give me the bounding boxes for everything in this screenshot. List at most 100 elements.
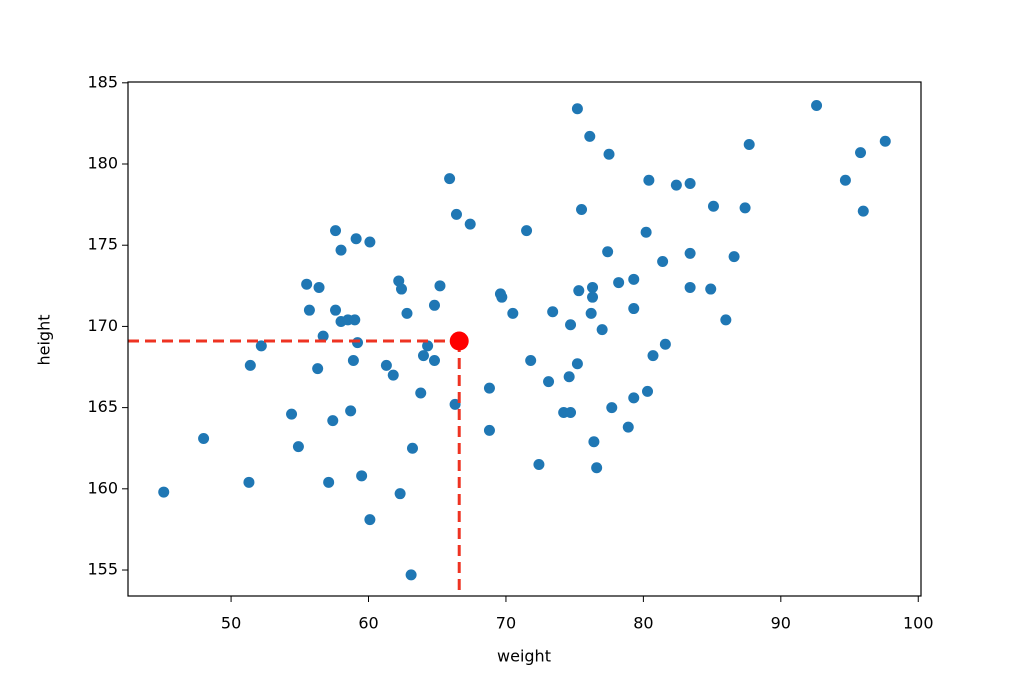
point — [533, 458, 545, 470]
point — [587, 281, 599, 293]
point — [450, 208, 462, 220]
point — [428, 355, 440, 367]
point — [335, 244, 347, 256]
y-tick-label: 175 — [87, 235, 118, 254]
point — [640, 226, 652, 238]
highlight-point — [449, 331, 469, 351]
point — [573, 285, 585, 297]
point — [415, 387, 427, 399]
point — [707, 200, 719, 212]
point — [347, 355, 359, 367]
point — [243, 476, 255, 488]
y-tick-label: 185 — [87, 72, 118, 91]
point — [602, 246, 614, 258]
point — [330, 225, 342, 237]
point — [395, 283, 407, 295]
x-tick-label: 90 — [771, 614, 791, 633]
point — [349, 314, 361, 326]
point — [364, 514, 376, 526]
point — [584, 130, 596, 142]
x-tick-label: 70 — [496, 614, 516, 633]
point — [292, 441, 304, 453]
point — [525, 355, 537, 367]
point — [743, 139, 755, 151]
x-tick-label: 80 — [633, 614, 653, 633]
point — [728, 251, 740, 263]
point — [647, 350, 659, 362]
point — [345, 405, 357, 417]
point — [547, 306, 559, 318]
point — [720, 314, 732, 326]
point — [571, 358, 583, 370]
point — [565, 319, 577, 331]
point — [563, 371, 575, 383]
point — [739, 202, 751, 214]
point — [659, 338, 671, 350]
y-tick-label: 170 — [87, 316, 118, 335]
point — [565, 406, 577, 418]
point — [444, 173, 456, 185]
point — [591, 462, 603, 474]
point — [380, 359, 392, 371]
x-axis-label: weight — [497, 647, 551, 666]
point — [684, 247, 696, 259]
point — [313, 281, 325, 293]
point — [198, 432, 210, 444]
point — [628, 273, 640, 285]
x-tick-label: 50 — [221, 614, 241, 633]
point — [587, 291, 599, 303]
point — [521, 225, 533, 237]
point — [603, 148, 615, 160]
point — [670, 179, 682, 191]
plot-frame — [127, 81, 922, 597]
point — [405, 569, 417, 581]
point — [628, 392, 640, 404]
point — [483, 382, 495, 394]
point — [301, 278, 313, 290]
point — [684, 178, 696, 190]
point — [643, 174, 655, 186]
y-tick-label: 180 — [87, 154, 118, 173]
point — [483, 424, 495, 436]
point — [417, 350, 429, 362]
point — [394, 488, 406, 500]
point — [571, 103, 583, 115]
x-tick-label: 100 — [903, 614, 934, 633]
point — [684, 281, 696, 293]
point — [628, 303, 640, 315]
point — [585, 307, 597, 319]
point — [507, 307, 519, 319]
point — [422, 340, 434, 352]
y-tick-label: 160 — [87, 478, 118, 497]
point — [496, 291, 508, 303]
point — [327, 415, 339, 427]
point — [576, 203, 588, 215]
point — [255, 340, 267, 352]
point — [642, 385, 654, 397]
point — [303, 304, 315, 316]
point — [330, 304, 342, 316]
point — [406, 442, 418, 454]
point — [323, 476, 335, 488]
y-tick-label: 165 — [87, 397, 118, 416]
point — [857, 205, 869, 217]
point — [244, 359, 256, 371]
y-tick-label: 155 — [87, 560, 118, 579]
point — [855, 147, 867, 159]
point — [606, 402, 618, 414]
point — [350, 233, 362, 245]
point — [434, 280, 446, 292]
point — [364, 236, 376, 248]
point — [401, 307, 413, 319]
point — [352, 337, 364, 349]
point — [428, 299, 440, 311]
point — [839, 174, 851, 186]
point — [312, 363, 324, 375]
point — [613, 277, 625, 289]
point — [588, 436, 600, 448]
point — [705, 283, 717, 295]
y-axis-label: height — [35, 315, 54, 366]
point — [356, 470, 368, 482]
point — [811, 100, 823, 112]
